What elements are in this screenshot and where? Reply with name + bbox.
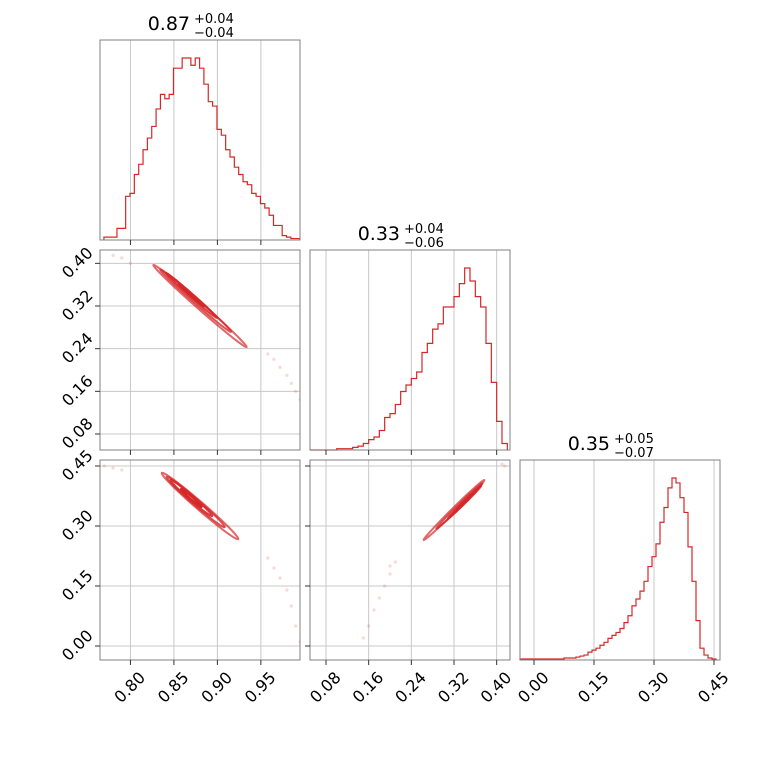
- sample-point-2-2: [388, 572, 392, 576]
- panel-title-median-0: 0.87: [148, 13, 190, 35]
- sample-point-0-3: [266, 352, 270, 356]
- sample-point-1-1: [111, 466, 115, 470]
- y-tick-label-1-1: 0.16: [58, 371, 97, 410]
- contour-1-1: [165, 475, 226, 529]
- y-tick-label-1-3: 0.32: [58, 286, 97, 325]
- histogram-step-0: [103, 57, 301, 240]
- contour-0-3: [177, 283, 206, 308]
- hist-frame-2: [519, 459, 721, 661]
- panel-title-median-1: 0.33: [358, 223, 400, 245]
- pair-panel-0: [95, 249, 301, 455]
- x-tick-label-1-1: 0.16: [349, 668, 388, 707]
- sample-point-1-5: [278, 576, 282, 580]
- y-tick-label-1-0: 0.08: [58, 414, 97, 453]
- sample-point-2-7: [361, 636, 365, 640]
- sample-point-0-0: [111, 253, 115, 257]
- pair-frame-1: [99, 459, 301, 661]
- contour-1-0: [160, 471, 240, 541]
- pair-panel-1: [95, 459, 301, 665]
- sample-point-0-4: [272, 357, 276, 361]
- x-tick-label-0-1: 0.85: [154, 668, 193, 707]
- hist-frame-0: [99, 39, 301, 241]
- sample-point-2-8: [388, 564, 392, 568]
- sample-point-0-1: [120, 256, 124, 260]
- pair-inner-0: [111, 253, 300, 401]
- sample-point-1-4: [272, 566, 276, 570]
- panel-title-err-minus-2: −0.07: [614, 446, 654, 461]
- sample-point-2-3: [383, 584, 387, 588]
- sample-point-2-4: [377, 596, 381, 600]
- y-tick-label-2-1: 0.15: [58, 566, 97, 605]
- hist-panel-2: 0.35 +0.05−0.07: [519, 432, 721, 665]
- panel-title-err-minus-1: −0.06: [404, 236, 444, 251]
- y-tick-label-1-2: 0.24: [58, 329, 97, 368]
- sample-point-0-7: [289, 381, 293, 385]
- hist-panel-0: 0.87 +0.04−0.04: [99, 12, 301, 245]
- y-tick-label-1-4: 0.40: [58, 243, 97, 282]
- x-tick-label-1-0: 0.08: [306, 668, 345, 707]
- x-tick-label-1-2: 0.24: [391, 668, 430, 707]
- sample-point-0-6: [285, 373, 289, 377]
- panel-title-err-plus-0: +0.04: [194, 12, 234, 27]
- contour-0-2: [164, 271, 218, 319]
- sample-point-0-2: [128, 261, 133, 265]
- panel-title-err-plus-2: +0.05: [614, 432, 654, 447]
- sample-point-1-8: [294, 624, 298, 628]
- pair-panel-2: [305, 459, 511, 665]
- hist-panel-1: 0.33 +0.04−0.06: [309, 222, 511, 455]
- contour-1-3: [179, 487, 203, 509]
- contour-1-2: [169, 478, 214, 518]
- pair-inner-1: [102, 464, 300, 644]
- x-tick-label-1-4: 0.40: [477, 668, 516, 707]
- x-tick-label-1-3: 0.32: [434, 668, 473, 707]
- x-tick-label-0-2: 0.90: [197, 668, 236, 707]
- sample-point-1-0: [102, 464, 106, 468]
- panel-title-median-2: 0.35: [568, 433, 610, 455]
- x-tick-label-0-3: 0.95: [241, 668, 280, 707]
- sample-point-1-2: [120, 468, 124, 472]
- sample-point-1-3: [266, 556, 270, 560]
- sample-point-0-5: [278, 365, 282, 369]
- pair-inner-2: [361, 462, 507, 640]
- histogram-step-2: [519, 477, 717, 660]
- y-tick-label-2-2: 0.30: [58, 506, 97, 545]
- sample-point-2-9: [393, 560, 397, 564]
- panel-title-err-minus-0: −0.04: [194, 26, 234, 41]
- sample-point-2-1: [503, 464, 507, 468]
- sample-point-0-8: [294, 389, 298, 393]
- x-tick-label-2-2: 0.30: [634, 668, 673, 707]
- contour-2-3: [455, 492, 474, 512]
- x-tick-label-2-3: 0.45: [694, 668, 733, 707]
- x-tick-label-2-1: 0.15: [574, 668, 613, 707]
- sample-point-1-6: [285, 588, 289, 592]
- sample-point-2-0: [500, 462, 504, 466]
- y-tick-label-2-3: 0.45: [58, 446, 97, 485]
- histogram-step-1: [310, 267, 508, 451]
- x-tick-label-2-0: 0.00: [514, 668, 553, 707]
- sample-point-1-7: [289, 604, 293, 608]
- pair-frame-0: [99, 249, 301, 451]
- sample-point-2-5: [372, 608, 376, 612]
- y-tick-label-2-0: 0.00: [58, 626, 97, 665]
- hist-frame-1: [309, 249, 511, 451]
- panel-title-err-plus-1: +0.04: [404, 222, 444, 237]
- pair-frame-2: [309, 459, 511, 661]
- sample-point-2-6: [367, 624, 371, 628]
- x-tick-label-0-0: 0.80: [110, 668, 149, 707]
